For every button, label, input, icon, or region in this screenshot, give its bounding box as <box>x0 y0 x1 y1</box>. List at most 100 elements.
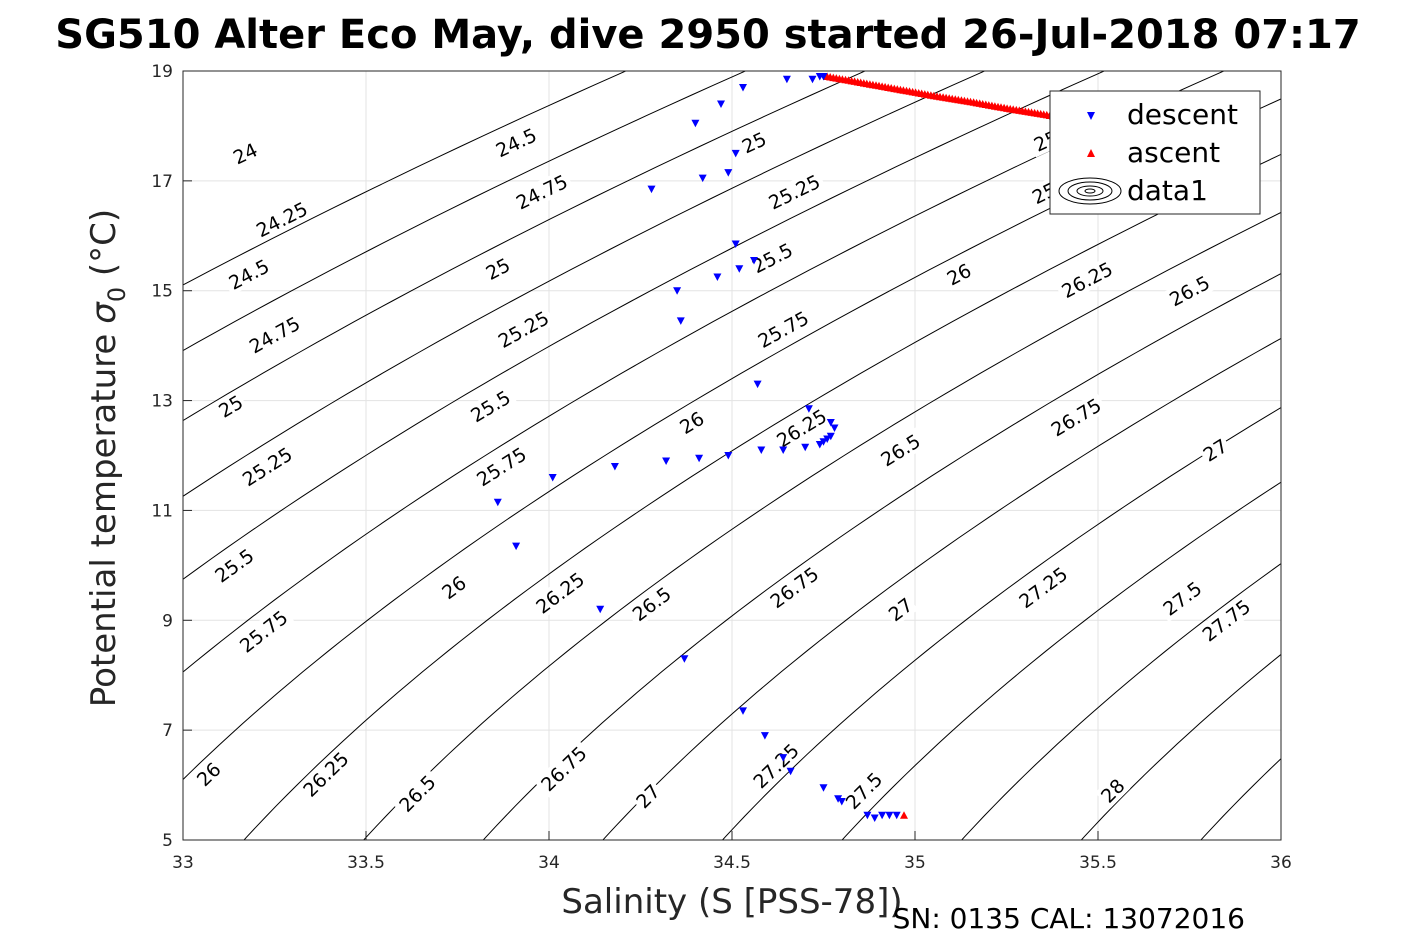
descent-point <box>512 542 521 551</box>
contour-line <box>482 273 1281 840</box>
contour-label-background <box>745 236 800 280</box>
legend-ascent-marker <box>1087 149 1095 157</box>
x-tick-label: 33 <box>172 853 194 873</box>
contour-label-background <box>212 389 249 423</box>
descent-point <box>760 732 769 740</box>
contour-label: 24 <box>227 137 263 170</box>
y-tick-label: 19 <box>151 62 173 82</box>
descent-point <box>819 784 828 792</box>
descent-point <box>782 75 791 84</box>
contour-label-background <box>227 137 263 170</box>
contour-label-background <box>761 168 827 216</box>
contour-label-background <box>1197 433 1233 467</box>
descent-point <box>717 100 725 108</box>
y-axis-label-subscript: 0 <box>103 287 131 302</box>
descent-point <box>870 814 879 822</box>
descent-point <box>837 798 846 806</box>
x-tick-label: 33.5 <box>347 853 385 873</box>
y-axis-label-symbol: σ <box>84 301 124 324</box>
contour-line <box>1080 653 1281 840</box>
descent-point <box>691 119 700 128</box>
descent-point <box>698 174 707 183</box>
descent-point <box>493 498 502 507</box>
descent-point <box>863 811 872 820</box>
y-tick-label: 17 <box>151 172 173 192</box>
contour-label-background <box>235 440 299 493</box>
contour-label-background <box>509 168 574 216</box>
descent-point <box>695 454 704 463</box>
contour-label-background <box>624 579 679 628</box>
contour-line <box>183 71 1226 673</box>
contour-label-background <box>1044 391 1108 443</box>
legend-descent-marker <box>1087 112 1095 120</box>
descent-point <box>808 75 817 84</box>
descent-point <box>713 273 722 281</box>
x-tick-label: 35.5 <box>1079 853 1117 873</box>
descent-point <box>819 438 828 446</box>
x-tick-label: 34.5 <box>713 853 751 873</box>
y-tick-label: 13 <box>151 392 173 412</box>
contour-label-background <box>763 560 826 615</box>
descent-point <box>786 767 795 776</box>
descent-point <box>731 240 740 248</box>
contour-line <box>183 71 627 286</box>
contour-label-background <box>882 592 919 627</box>
y-axis-label-main: Potential temperature <box>84 334 124 707</box>
contour-label-background <box>528 565 592 620</box>
y-tick-label: 7 <box>162 721 173 741</box>
legend-box <box>1049 90 1261 215</box>
descent-point <box>834 795 843 803</box>
contour-line <box>183 71 986 497</box>
descent-point <box>823 435 832 443</box>
contour-label-background <box>469 440 534 493</box>
legend-ascent-label: ascent <box>1127 136 1220 169</box>
descent-point <box>647 185 656 194</box>
descent-point <box>830 424 839 432</box>
descent-point <box>724 452 733 460</box>
x-axis-label: Salinity (S [PSS-78]) <box>561 882 902 922</box>
x-tick-label: 35 <box>904 853 926 873</box>
y-axis-label-unit: (°C) <box>84 209 124 287</box>
descent-point <box>826 419 835 427</box>
contour-label-background <box>769 402 834 454</box>
legend-contour-icon <box>1058 177 1122 205</box>
contour-line <box>363 211 1281 840</box>
contour-label-background <box>533 739 594 798</box>
contour-label-background <box>391 767 443 819</box>
contour-line <box>961 563 1281 840</box>
descent-point <box>885 811 894 820</box>
contour-label-background <box>436 570 472 605</box>
x-tick-label: 34 <box>538 853 560 873</box>
y-tick-label: 11 <box>151 501 173 521</box>
descent-point <box>676 317 685 325</box>
descent-point <box>739 707 747 715</box>
x-tick-label: 36 <box>1270 853 1292 873</box>
contour-label-background <box>941 257 977 291</box>
x-axis-ticks: 33 33.5 34 34.5 35 35.5 36 <box>172 831 1292 873</box>
descent-point <box>801 443 810 452</box>
contour-line <box>841 481 1281 840</box>
descent-point <box>779 446 788 454</box>
descent-point <box>815 73 824 81</box>
descent-point <box>750 257 758 265</box>
contour-label-background <box>190 756 227 792</box>
contour-label-background <box>1012 560 1075 615</box>
contour-line <box>183 71 1106 580</box>
contour-label-background <box>1195 592 1257 648</box>
descent-point <box>826 432 835 441</box>
descent-point <box>739 84 747 92</box>
descent-point <box>680 655 689 663</box>
contour-label-background <box>232 603 295 659</box>
contour-label-background <box>207 541 261 589</box>
contour-label-background <box>480 252 516 285</box>
y-axis-ticks: 5 7 9 11 13 15 17 19 <box>151 62 192 851</box>
descent-point <box>757 446 766 454</box>
descent-point <box>724 169 733 177</box>
contour-label-background <box>221 252 277 296</box>
descent-point <box>673 287 682 295</box>
contour-label-background <box>873 427 928 473</box>
y-axis-label: Potential temperature σ0 (°C) <box>84 209 131 707</box>
contour-line <box>183 71 747 352</box>
legend-data1-label: data1 <box>1127 174 1208 207</box>
